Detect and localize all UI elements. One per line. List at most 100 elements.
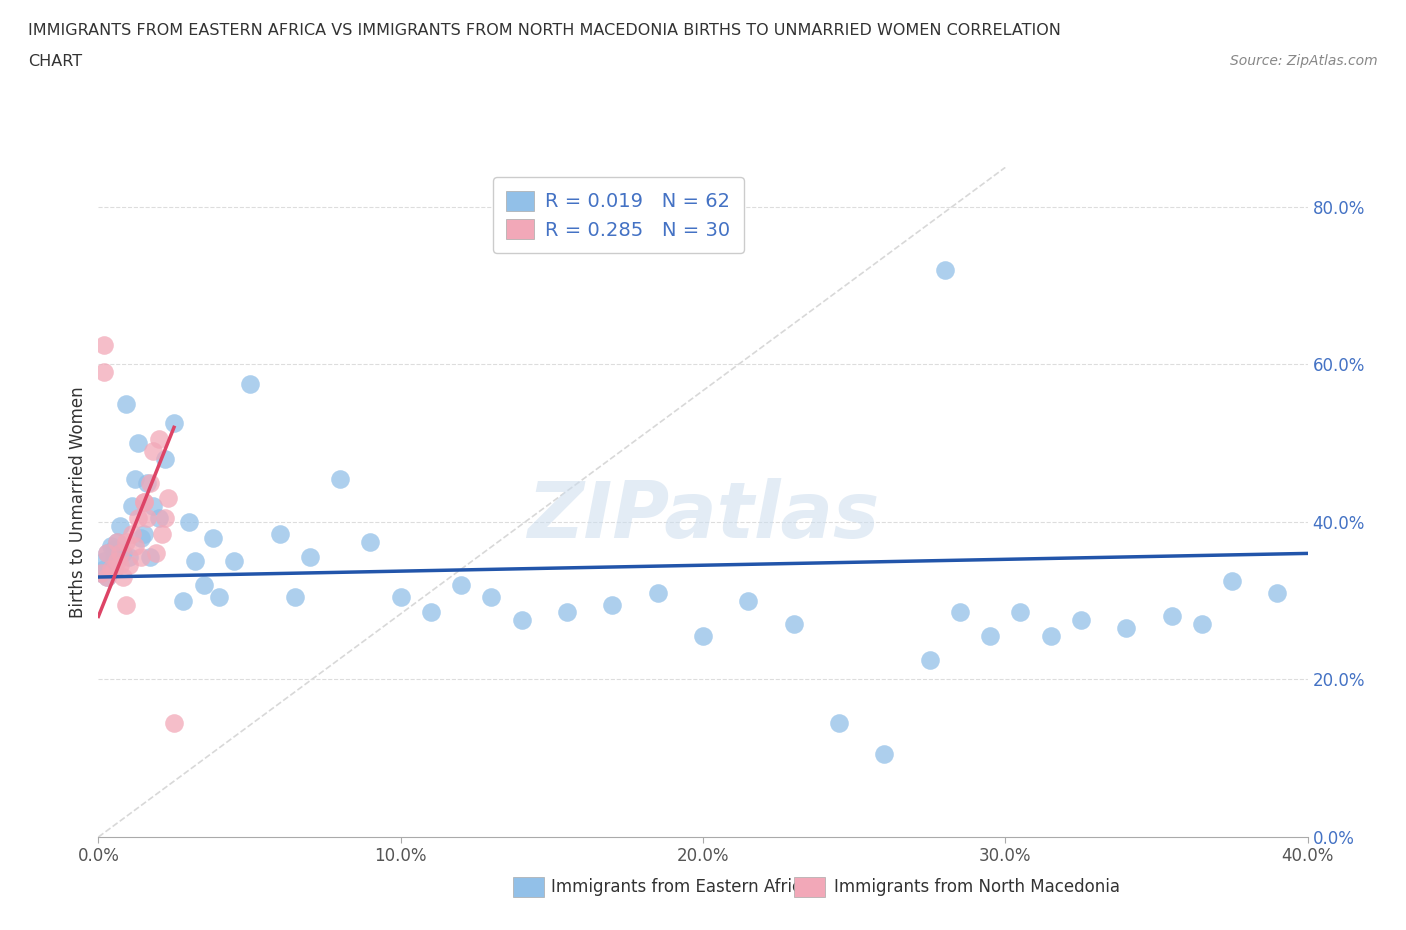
Point xyxy=(145,546,167,561)
Point xyxy=(118,558,141,573)
Point xyxy=(135,475,157,490)
Point xyxy=(602,597,624,612)
Point xyxy=(90,565,112,580)
Point xyxy=(1160,609,1182,624)
Y-axis label: Births to Unmarried Women: Births to Unmarried Women xyxy=(69,386,87,618)
Point xyxy=(1010,605,1032,620)
Point xyxy=(156,491,179,506)
Point xyxy=(103,562,125,577)
Point xyxy=(239,377,262,392)
Point xyxy=(139,475,162,490)
Point xyxy=(127,435,149,450)
Point xyxy=(1220,574,1243,589)
Point xyxy=(450,578,472,592)
Text: Source: ZipAtlas.com: Source: ZipAtlas.com xyxy=(1230,54,1378,68)
Point xyxy=(647,585,669,600)
Point xyxy=(142,444,165,458)
Text: CHART: CHART xyxy=(28,54,82,69)
Point xyxy=(918,652,941,667)
Point xyxy=(179,514,201,529)
Point xyxy=(118,550,141,565)
Point xyxy=(737,593,759,608)
Point xyxy=(105,554,128,569)
Point xyxy=(1039,629,1062,644)
Point xyxy=(96,546,118,561)
Point xyxy=(329,472,352,486)
Point xyxy=(121,526,143,541)
Point xyxy=(692,629,714,644)
Point xyxy=(100,562,122,577)
Point xyxy=(103,542,125,557)
Point xyxy=(153,451,176,466)
Point xyxy=(1267,585,1289,600)
Point xyxy=(114,534,136,549)
Point xyxy=(100,538,122,553)
Point xyxy=(96,569,118,584)
Point xyxy=(124,472,146,486)
Point xyxy=(202,530,225,545)
Point xyxy=(129,530,152,545)
Point xyxy=(127,511,149,525)
Point xyxy=(1191,617,1213,631)
Point xyxy=(93,562,115,577)
Point xyxy=(184,554,207,569)
Point xyxy=(389,590,412,604)
Point xyxy=(90,565,112,580)
Point xyxy=(132,526,155,541)
Point xyxy=(100,562,122,577)
Point xyxy=(481,590,503,604)
Point xyxy=(108,546,131,561)
Point xyxy=(93,338,115,352)
Point xyxy=(224,554,246,569)
Point xyxy=(284,590,307,604)
Point xyxy=(828,715,851,730)
Point xyxy=(111,546,134,561)
Text: Immigrants from Eastern Africa: Immigrants from Eastern Africa xyxy=(551,878,811,897)
Point xyxy=(105,534,128,549)
Point xyxy=(142,498,165,513)
Point xyxy=(114,597,136,612)
Point xyxy=(979,629,1001,644)
Point xyxy=(108,518,131,533)
Point xyxy=(93,554,115,569)
Point xyxy=(1115,621,1137,636)
Point xyxy=(124,538,146,553)
Point xyxy=(96,546,118,561)
Point xyxy=(114,396,136,411)
Point xyxy=(555,605,578,620)
Text: IMMIGRANTS FROM EASTERN AFRICA VS IMMIGRANTS FROM NORTH MACEDONIA BIRTHS TO UNMA: IMMIGRANTS FROM EASTERN AFRICA VS IMMIGR… xyxy=(28,23,1062,38)
Point xyxy=(172,593,194,608)
Point xyxy=(135,511,157,525)
Point xyxy=(299,550,322,565)
Point xyxy=(269,526,291,541)
Point xyxy=(150,526,173,541)
Point xyxy=(148,511,170,525)
Legend: R = 0.019   N = 62, R = 0.285   N = 30: R = 0.019 N = 62, R = 0.285 N = 30 xyxy=(492,177,744,253)
Point xyxy=(163,715,186,730)
Point xyxy=(96,569,118,584)
Point xyxy=(148,432,170,446)
Point xyxy=(510,613,533,628)
Point xyxy=(139,550,162,565)
Text: ZIPatlas: ZIPatlas xyxy=(527,478,879,553)
Point xyxy=(132,495,155,510)
Point xyxy=(121,498,143,513)
Point xyxy=(360,534,382,549)
Point xyxy=(949,605,972,620)
Point xyxy=(129,550,152,565)
Point xyxy=(93,365,115,379)
Point xyxy=(1070,613,1092,628)
Point xyxy=(105,534,128,549)
Point xyxy=(163,416,186,431)
Point xyxy=(420,605,443,620)
Point xyxy=(783,617,806,631)
Point xyxy=(208,590,231,604)
Point xyxy=(153,511,176,525)
Point xyxy=(103,550,125,565)
Point xyxy=(934,262,956,277)
Text: Immigrants from North Macedonia: Immigrants from North Macedonia xyxy=(834,878,1119,897)
Point xyxy=(111,569,134,584)
Point xyxy=(132,495,155,510)
Point xyxy=(193,578,215,592)
Point xyxy=(873,747,896,762)
